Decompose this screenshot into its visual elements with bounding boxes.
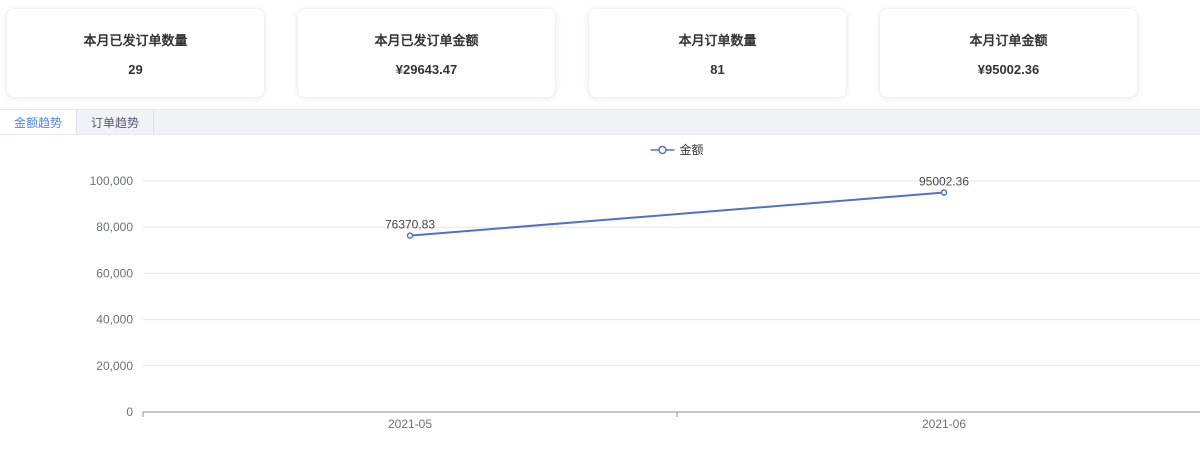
stat-card-title: 本月订单数量: [678, 32, 757, 48]
series-line: [409, 191, 945, 237]
x-axis-label: 2021-06: [922, 417, 966, 431]
y-axis-label: 100,000: [90, 174, 134, 188]
stat-card-title: 本月已发订单数量: [83, 32, 188, 48]
tab-order-trend[interactable]: 订单趋势: [77, 110, 155, 134]
chart-section: 金额 0 20,000 40,000 60,000 80,000 100,000 2021-…: [0, 135, 1200, 452]
x-axis-label: 2021-05: [388, 417, 432, 431]
stat-card-order-count: 本月订单数量 81: [588, 8, 847, 98]
legend-line-icon: [650, 145, 675, 154]
y-axis-label: 40,000: [96, 313, 133, 327]
data-point[interactable]: [940, 189, 948, 196]
stat-card-value: 81: [710, 61, 725, 77]
stat-card-value: ¥95002.36: [977, 61, 1040, 77]
stat-card-shipped-order-count: 本月已发订单数量 29: [6, 8, 265, 98]
y-axis-label: 0: [126, 405, 133, 419]
legend-label: 金额: [679, 143, 704, 157]
stat-card-shipped-order-amount: 本月已发订单金额 ¥29643.47: [297, 8, 556, 98]
y-axis-label: 80,000: [96, 220, 133, 234]
trend-tab-bar: 金额趋势 订单趋势: [0, 109, 1200, 135]
stats-cards-row: 本月已发订单数量 29 本月已发订单金额 ¥29643.47 本月订单数量 81…: [6, 8, 1138, 98]
stat-card-value: ¥29643.47: [395, 61, 458, 77]
y-axis-label: 60,000: [96, 266, 133, 280]
data-point-label: 95002.36: [919, 175, 969, 189]
stat-card-title: 本月订单金额: [969, 32, 1048, 48]
data-point[interactable]: [406, 232, 414, 239]
trend-chart: 0 20,000 40,000 60,000 80,000 100,000 2021-05 2…: [90, 174, 1200, 431]
data-point-label: 76370.83: [385, 218, 435, 232]
stat-card-value: 29: [128, 61, 143, 77]
stat-card-title: 本月已发订单金额: [374, 32, 479, 48]
y-axis-label: 20,000: [96, 359, 133, 373]
tab-amount-trend[interactable]: 金额趋势: [0, 110, 78, 134]
stat-card-order-amount: 本月订单金额 ¥95002.36: [879, 8, 1138, 98]
chart-legend[interactable]: 金额: [650, 141, 704, 158]
